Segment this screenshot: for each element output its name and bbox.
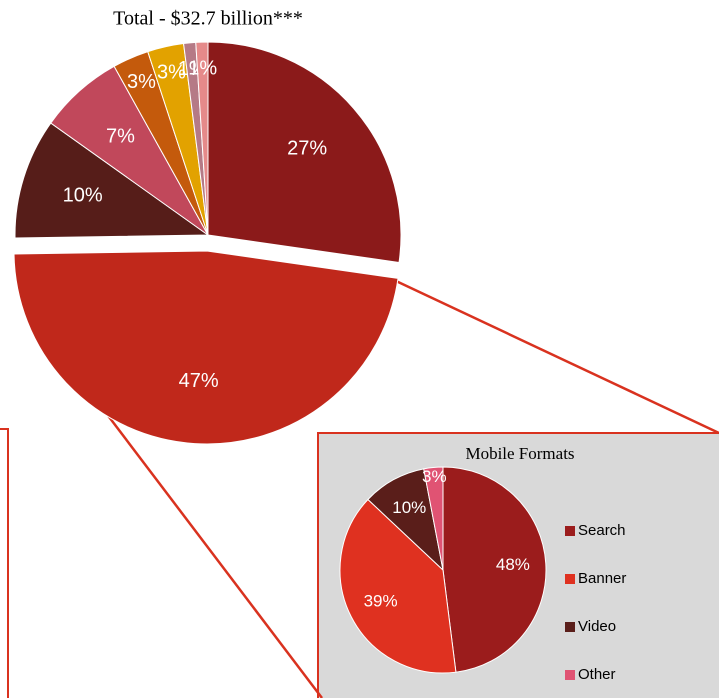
legend-label: Banner xyxy=(578,570,626,587)
legend-label: Other xyxy=(578,666,616,683)
data-label: 1% xyxy=(188,57,217,79)
data-label: 3% xyxy=(422,467,447,486)
pie-slice xyxy=(339,498,457,674)
legend-swatch xyxy=(565,670,575,680)
pie-slice xyxy=(14,122,210,239)
inset-title: Mobile Formats xyxy=(465,444,574,463)
pie-slice xyxy=(423,466,444,571)
pie-slice xyxy=(195,41,209,236)
pie-slice xyxy=(207,41,402,264)
data-label: 3% xyxy=(127,71,156,93)
connector xyxy=(99,404,323,698)
data-label: 39% xyxy=(364,591,398,610)
pie-slice xyxy=(442,466,547,673)
pie-slice xyxy=(13,250,399,445)
data-label: 48% xyxy=(496,555,530,574)
data-label: 10% xyxy=(63,184,103,206)
data-label: 10% xyxy=(392,498,426,517)
data-label: 27% xyxy=(287,137,327,159)
legend-swatch xyxy=(565,574,575,584)
data-label: 47% xyxy=(179,370,219,392)
data-label: 7% xyxy=(106,125,135,147)
legend-swatch xyxy=(565,526,575,536)
legend-swatch xyxy=(565,622,575,632)
legend-label: Video xyxy=(578,618,616,635)
side-box xyxy=(0,428,9,698)
chart-title: Total - $32.7 billion*** xyxy=(113,8,303,30)
legend-label: Search xyxy=(578,522,626,539)
connector xyxy=(395,279,719,435)
data-label: 3% xyxy=(157,61,186,83)
